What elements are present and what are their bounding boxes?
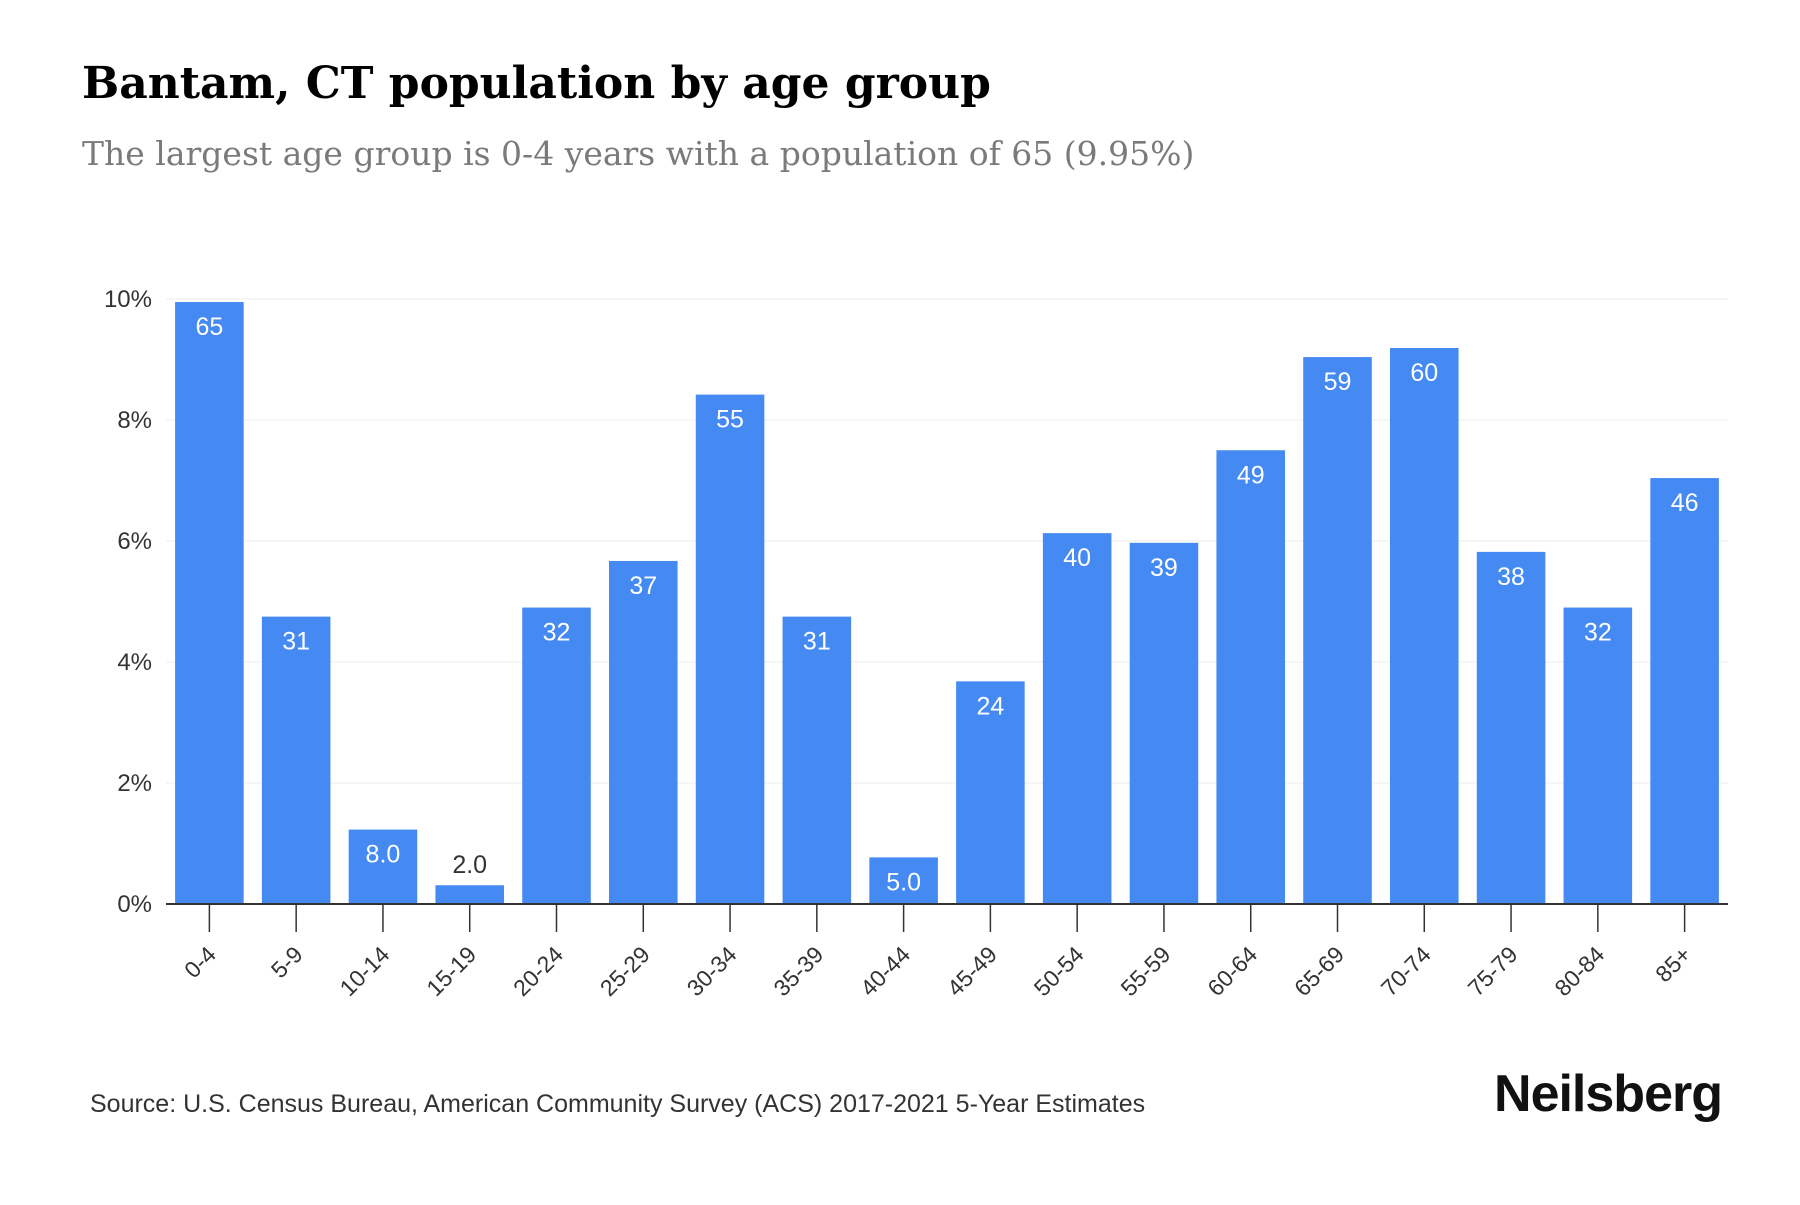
bar-value-label: 31 bbox=[803, 628, 831, 656]
bar-value-label: 32 bbox=[543, 619, 571, 647]
x-axis-ticks: 0-4 5-9 10-14 15-19 20-24 25-29 30-34 35-39 40-4… bbox=[179, 904, 1696, 1001]
neilsberg-logo: Neilsberg bbox=[1494, 1065, 1723, 1123]
x-tick-label: 5-9 bbox=[266, 941, 308, 983]
bar bbox=[175, 302, 244, 904]
y-tick-label: 10% bbox=[104, 286, 152, 313]
bar-value-label: 40 bbox=[1063, 544, 1091, 572]
bar bbox=[1390, 348, 1459, 904]
y-tick-label: 0% bbox=[117, 891, 152, 918]
bar-value-label: 59 bbox=[1324, 368, 1352, 396]
bar bbox=[956, 681, 1025, 904]
bar-value-label: 46 bbox=[1671, 489, 1699, 517]
y-tick-label: 4% bbox=[117, 649, 152, 676]
bar bbox=[869, 857, 938, 904]
bar-value-label: 39 bbox=[1150, 554, 1178, 582]
x-tick-label: 55-59 bbox=[1115, 941, 1175, 1001]
bar bbox=[522, 607, 591, 904]
bar bbox=[1476, 551, 1546, 904]
bar-value-label: 37 bbox=[629, 572, 657, 600]
bar bbox=[609, 560, 678, 904]
source-note: Source: U.S. Census Bureau, American Com… bbox=[90, 1090, 1146, 1118]
x-tick-label: 75-79 bbox=[1463, 941, 1523, 1001]
x-tick-label: 50-54 bbox=[1029, 941, 1089, 1001]
x-tick-label: 35-39 bbox=[768, 941, 828, 1001]
bar-value-label: 2.0 bbox=[452, 851, 487, 879]
x-tick-label: 0-4 bbox=[179, 941, 221, 983]
bar bbox=[695, 394, 765, 904]
bar bbox=[348, 829, 418, 904]
y-tick-label: 6% bbox=[117, 528, 152, 555]
bar bbox=[1563, 607, 1633, 904]
bar-value-label: 55 bbox=[716, 406, 744, 434]
bar-value-label: 31 bbox=[282, 628, 310, 656]
bar bbox=[1042, 533, 1112, 904]
bar-value-label: 65 bbox=[195, 313, 223, 341]
bar bbox=[1650, 478, 1719, 904]
x-tick-label: 70-74 bbox=[1376, 941, 1436, 1001]
y-tick-label: 8% bbox=[117, 407, 152, 434]
x-tick-label: 30-34 bbox=[682, 941, 742, 1001]
bar-labels: 65 31 8.0 2.0 32 37 55 31 5.0 24 40 39 49 59 60 38 32 46 bbox=[195, 313, 1698, 896]
y-tick-label: 2% bbox=[117, 770, 152, 797]
bar-value-label: 60 bbox=[1410, 359, 1438, 387]
bar-value-label: 32 bbox=[1584, 619, 1612, 647]
bar bbox=[1216, 450, 1285, 904]
x-tick-label: 40-44 bbox=[855, 941, 915, 1001]
bar-value-label: 49 bbox=[1237, 461, 1265, 489]
bar-value-label: 8.0 bbox=[366, 841, 401, 869]
bar bbox=[782, 616, 852, 904]
bar-value-label: 24 bbox=[976, 692, 1004, 720]
x-tick-label: 80-84 bbox=[1549, 941, 1609, 1001]
x-tick-label: 15-19 bbox=[421, 941, 481, 1001]
x-tick-label: 25-29 bbox=[595, 941, 655, 1001]
bars bbox=[175, 302, 1719, 905]
y-axis-ticks: 0% 2% 4% 6% 8% 10% bbox=[104, 286, 152, 918]
bar-value-label: 5.0 bbox=[886, 868, 921, 896]
x-tick-label: 10-14 bbox=[334, 941, 394, 1001]
bar bbox=[1303, 357, 1372, 905]
x-tick-label: 60-64 bbox=[1202, 941, 1262, 1001]
bar bbox=[1129, 542, 1199, 904]
bar bbox=[435, 885, 504, 904]
bar-value-label: 38 bbox=[1497, 563, 1525, 591]
chart-title: Bantam, CT population by age group bbox=[82, 58, 991, 109]
x-tick-label: 20-24 bbox=[508, 941, 568, 1001]
bar bbox=[261, 616, 331, 904]
x-tick-label: 65-69 bbox=[1289, 941, 1349, 1001]
chart-subtitle: The largest age group is 0-4 years with … bbox=[82, 134, 1195, 173]
grid-lines bbox=[166, 298, 1728, 784]
x-tick-label: 45-49 bbox=[942, 941, 1002, 1001]
x-tick-label: 85+ bbox=[1650, 941, 1696, 987]
